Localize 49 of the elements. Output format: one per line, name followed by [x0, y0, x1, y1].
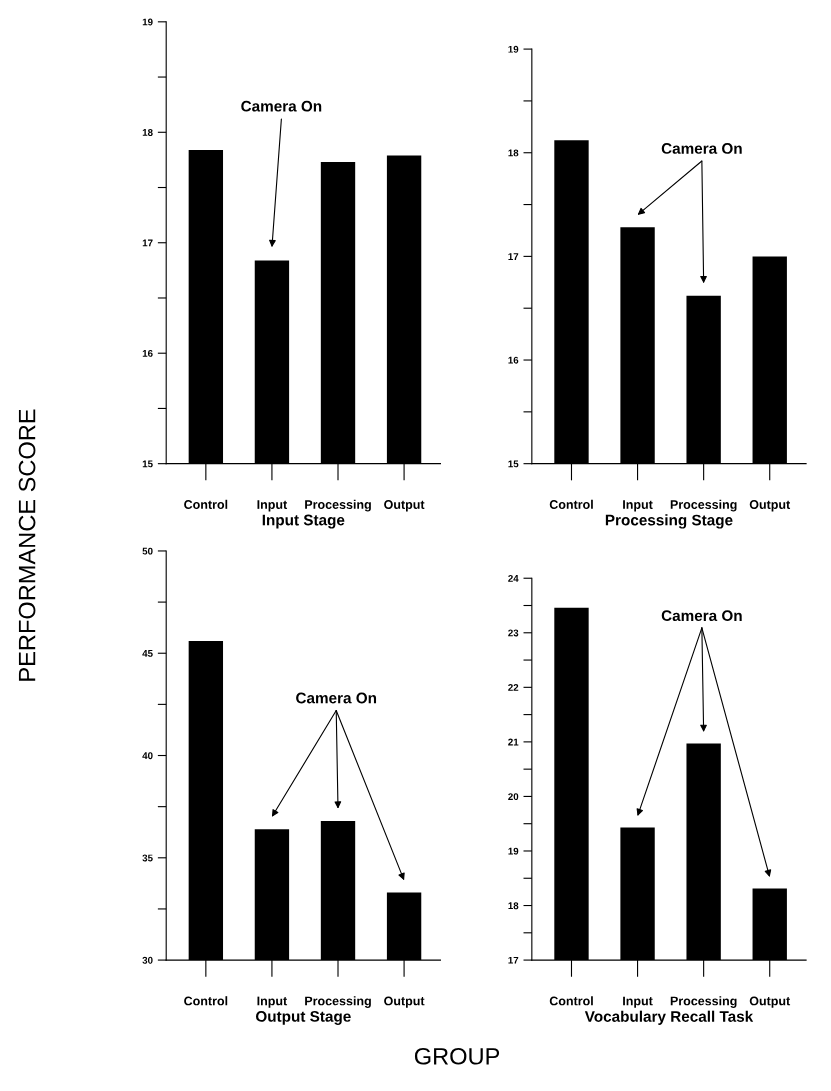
y-tick-label: 19 [508, 847, 519, 855]
y-tick-label: 19 [142, 18, 153, 26]
y-tick-label: 50 [142, 547, 153, 555]
y-tick-label: 40 [142, 752, 153, 760]
x-tick-label: Input [257, 500, 288, 512]
y-tick-label: 21 [508, 738, 519, 746]
y-tick-label: 45 [142, 650, 153, 657]
x-tick-label: Processing [305, 499, 371, 512]
y-tick-label: 16 [142, 349, 153, 357]
annotation: Camera On [661, 610, 742, 622]
x-tick-label: Control [184, 996, 228, 1006]
x-tick-label: Control [549, 499, 593, 509]
y-tick-label: 24 [508, 574, 519, 582]
y-tick-label: 17 [508, 956, 519, 964]
y-tick-label: 16 [508, 356, 519, 364]
x-tick-label: Input [623, 996, 653, 1008]
x-axis-title: Vocabulary Recall Task [584, 1010, 754, 1025]
y-tick-label: 19 [508, 45, 519, 53]
x-axis-title: Input Stage [262, 514, 345, 529]
x-tick-label: Input [257, 996, 288, 1008]
x-axis-title: Output Stage [255, 1011, 351, 1025]
y-tick-label: 18 [508, 149, 519, 157]
x-tick-label: Processing [670, 996, 737, 1008]
x-tick-label: Input [623, 500, 653, 512]
y-tick-label: 18 [508, 902, 519, 910]
y-axis-title: PERFORMANCE SCORE [18, 409, 36, 681]
y-tick-label: 30 [142, 956, 153, 964]
x-tick-label: Control [184, 499, 228, 509]
y-tick-label: 35 [142, 854, 153, 862]
text: GROUP [414, 1047, 500, 1065]
x-tick-label: Processing [670, 499, 737, 512]
y-tick-label: 22 [508, 684, 519, 691]
x-tick-label: Control [549, 996, 593, 1006]
y-tick-label: 20 [508, 793, 519, 801]
annotation: Camera On [241, 100, 322, 112]
y-tick-label: 18 [142, 129, 153, 136]
y-tick-label: 23 [508, 629, 519, 637]
x-tick-label: Output [384, 996, 425, 1008]
y-tick-label: 15 [142, 460, 153, 468]
x-tick-label: Output [749, 500, 791, 512]
x-tick-label: Output [749, 996, 791, 1008]
x-tick-label: Processing [305, 996, 371, 1008]
x-axis-title: Processing Stage [605, 514, 733, 529]
y-tick-label: 17 [142, 239, 153, 247]
y-tick-label: 15 [508, 460, 519, 468]
y-tick-label: 17 [508, 253, 519, 260]
x-tick-label: Output [384, 500, 425, 512]
annotation: Camera On [661, 143, 742, 154]
annotation: Camera On [296, 692, 377, 704]
